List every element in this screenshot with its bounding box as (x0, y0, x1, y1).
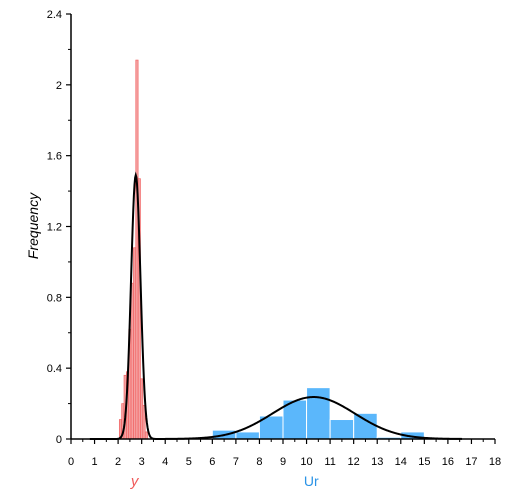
bar-y-11 (144, 431, 148, 440)
bar-y-7 (135, 59, 139, 440)
x-tick-label-0: 0 (68, 456, 74, 468)
x-tick-label-7: 7 (233, 456, 239, 468)
y-tick-label-6: 2.4 (47, 9, 62, 21)
bar-Ur-5 (329, 419, 355, 440)
x-tick-label-14: 14 (395, 456, 407, 468)
x-axis-ticks: 0 1 2 3 4 5 6 7 8 9 10 11 12 13 14 15 16 17 18 (68, 439, 501, 468)
x-tick-label-4: 4 (162, 456, 168, 468)
x-tick-label-18: 18 (489, 456, 501, 468)
x-tick-label-17: 17 (465, 456, 477, 468)
y-axis-title: Frequency (25, 192, 41, 259)
y-tick-label-5: 2 (56, 80, 62, 92)
x-tick-label-16: 16 (442, 456, 454, 468)
bar-Ur-1 (235, 431, 260, 440)
x-tick-label-12: 12 (348, 456, 360, 468)
x-tick-label-15: 15 (418, 456, 430, 468)
x-tick-label-5: 5 (186, 456, 192, 468)
y-axis-ticks: 0 0.4 0.8 1.2 1.6 2 2.4 (47, 9, 71, 446)
y-tick-label-4: 1.6 (47, 151, 62, 163)
series-y-bars (118, 59, 148, 440)
y-tick-label-3: 1.2 (47, 222, 62, 234)
x-tick-label-6: 6 (209, 456, 215, 468)
series-label-y: y (130, 473, 140, 490)
normal-fit-curves (89, 171, 463, 440)
bar-y-6 (133, 247, 137, 440)
y-tick-label-1: 0.4 (47, 363, 62, 375)
x-tick-label-2: 2 (115, 456, 121, 468)
bar-Ur-4 (306, 387, 331, 440)
x-tick-label-1: 1 (91, 456, 97, 468)
fit-curve (89, 171, 463, 440)
category-labels: y Ur (130, 473, 319, 490)
series-label-Ur: Ur (304, 473, 319, 489)
x-tick-label-11: 11 (324, 456, 335, 468)
bar-y-5 (130, 282, 134, 440)
x-tick-label-13: 13 (371, 456, 383, 468)
x-tick-label-8: 8 (256, 456, 262, 468)
x-tick-label-3: 3 (139, 456, 145, 468)
y-tick-label-2: 0.8 (47, 292, 62, 304)
bar-Ur-6 (353, 412, 378, 440)
x-tick-label-10: 10 (300, 456, 312, 468)
x-tick-label-9: 9 (280, 456, 286, 468)
bar-y-9 (140, 378, 144, 440)
y-tick-label-0: 0 (56, 434, 62, 446)
